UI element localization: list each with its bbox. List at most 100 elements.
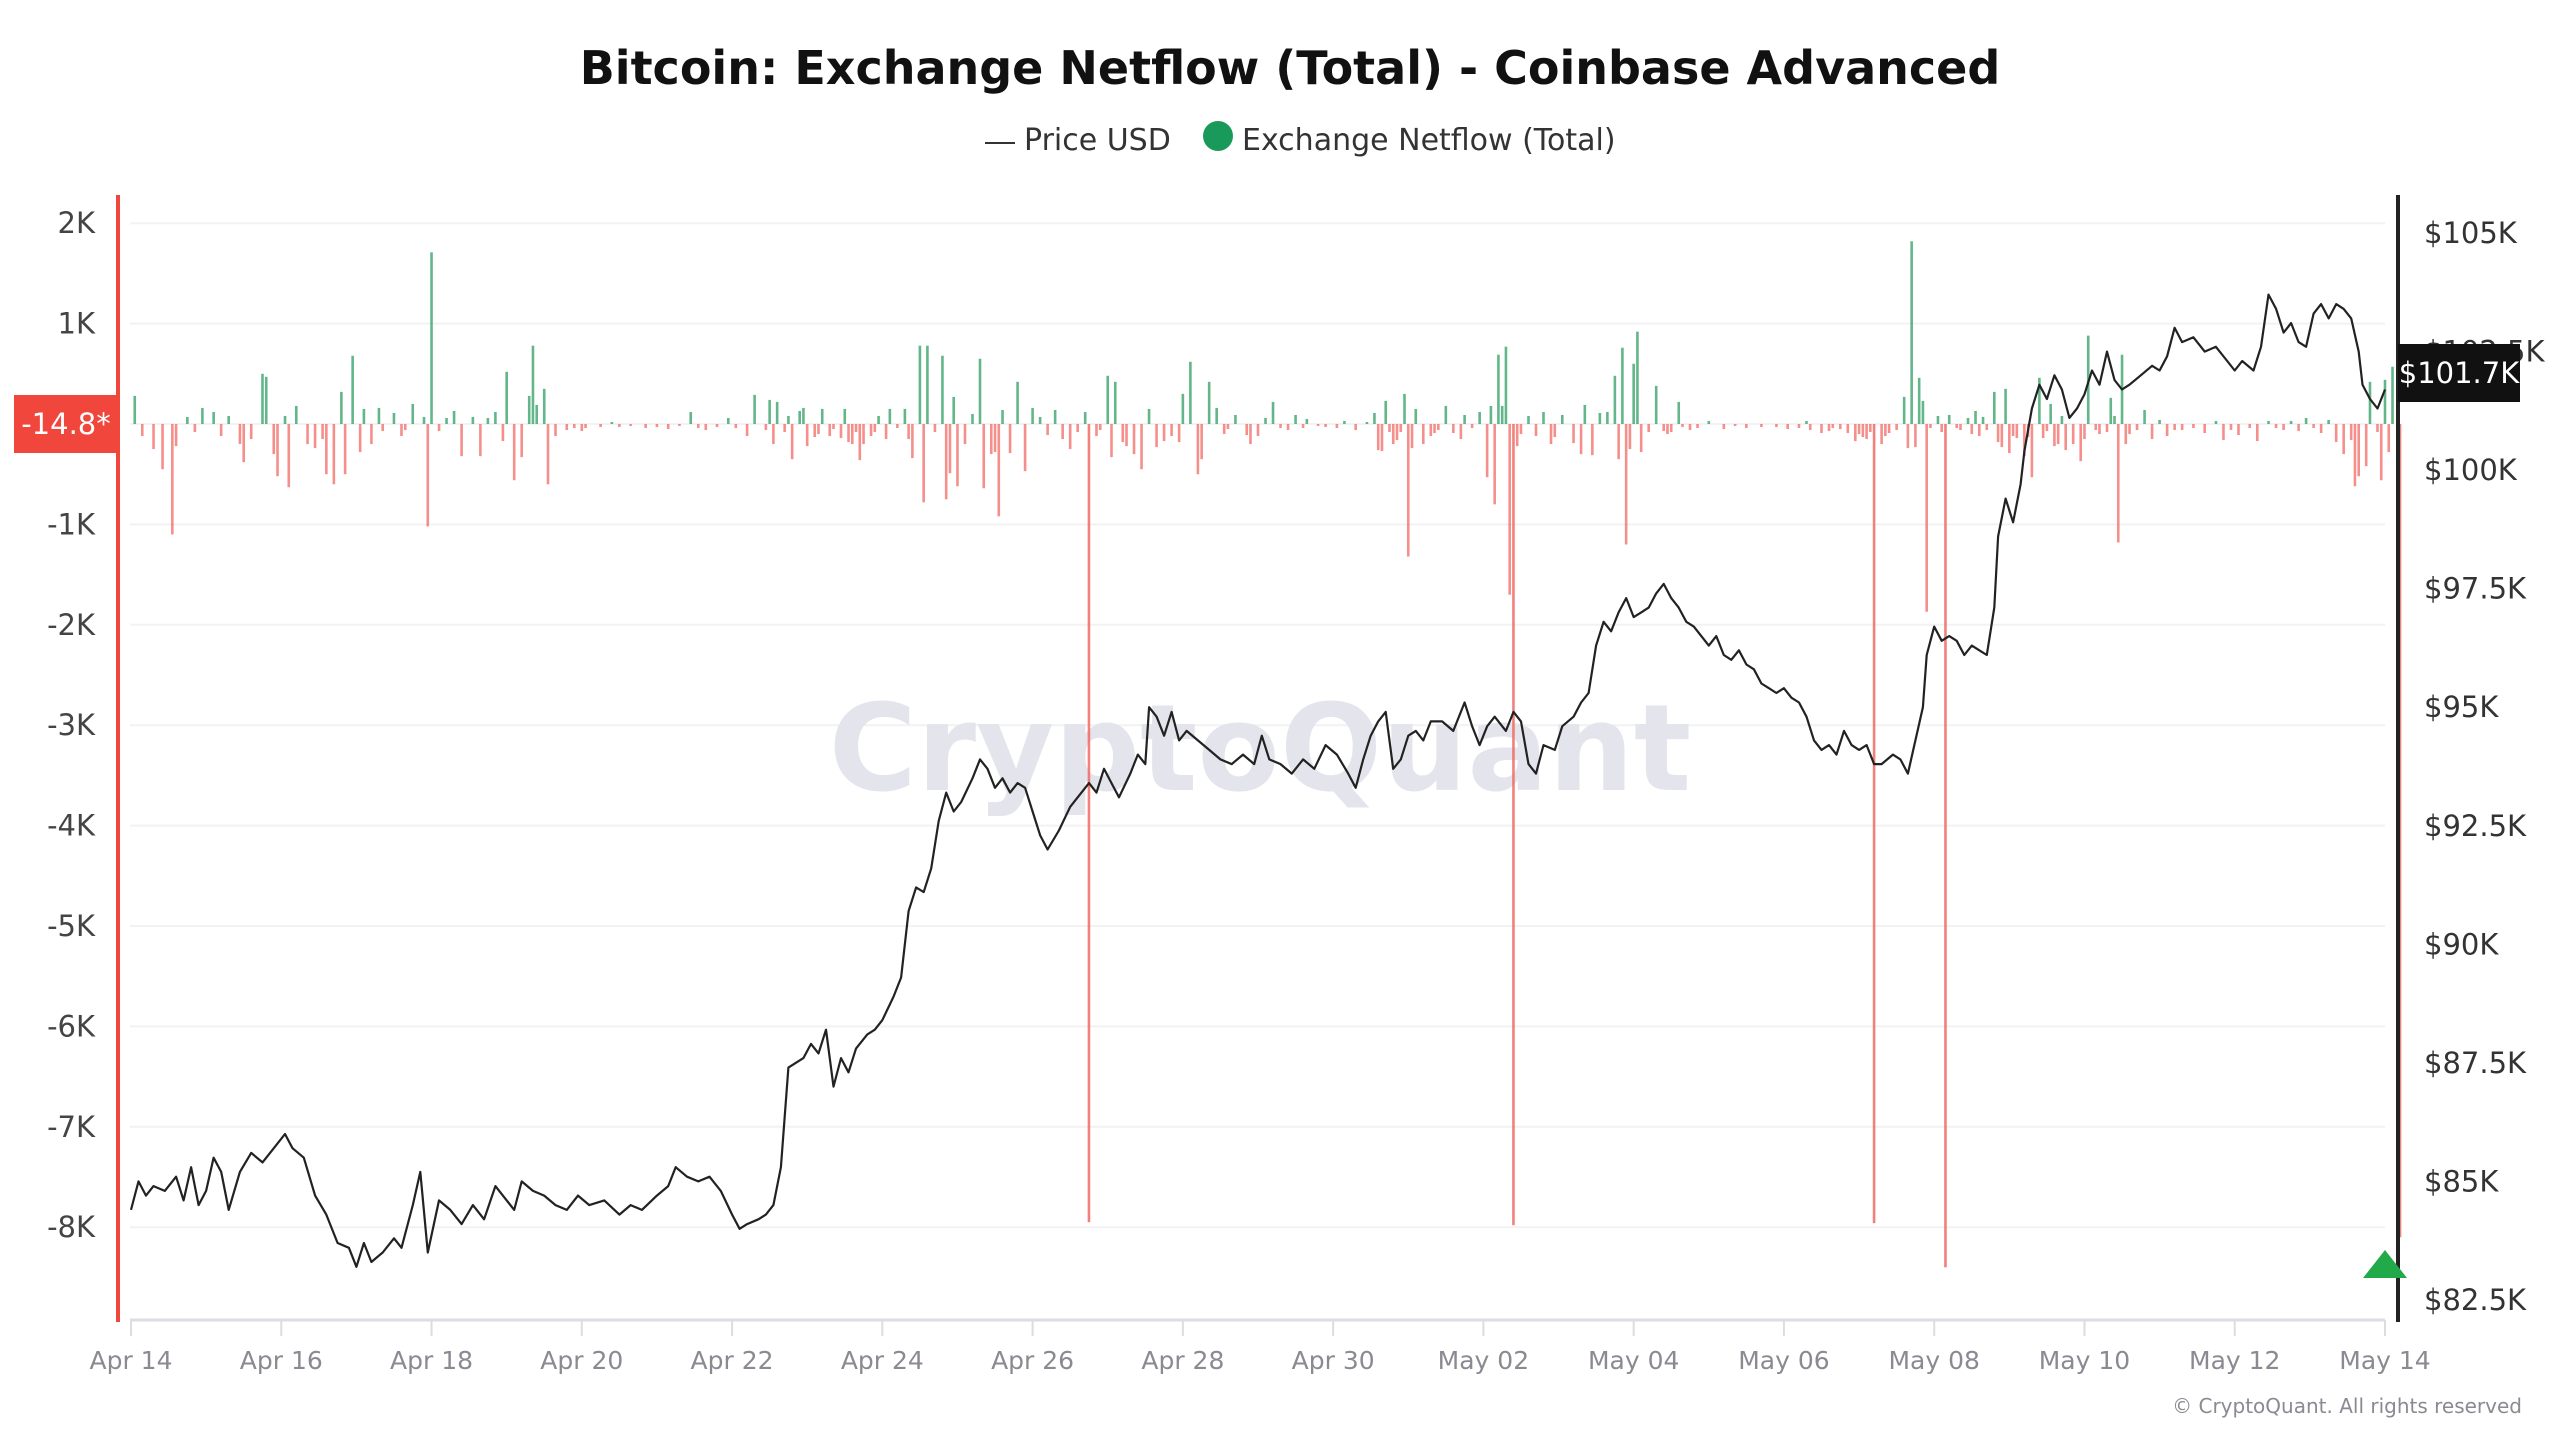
netflow-bar [2297, 424, 2300, 432]
netflow-bar [1053, 409, 1057, 424]
netflow-current-value: -14.8* [21, 407, 111, 441]
netflow-bar [2023, 424, 2026, 457]
netflow-bar [2116, 424, 2120, 543]
netflow-bar [1572, 424, 1575, 444]
netflow-bar [1553, 424, 1557, 438]
netflow-bar [294, 405, 298, 424]
netflow-bar [952, 396, 956, 424]
netflow-bar [1016, 381, 1019, 424]
netflow-bar [1470, 424, 1474, 429]
netflow-bar [1808, 424, 1812, 431]
netflow-bar [734, 424, 738, 429]
netflow-bar [832, 424, 835, 430]
netflow-bar [1722, 424, 1726, 430]
netflow-bar [1365, 421, 1369, 424]
netflow-bar [1666, 424, 1669, 435]
netflow-bar [272, 424, 276, 455]
netflow-bar [437, 424, 441, 432]
netflow-bar [1132, 424, 1136, 455]
x-tick-label: Apr 28 [1141, 1346, 1224, 1375]
netflow-bar [1512, 424, 1515, 1226]
netflow-bar [790, 424, 794, 460]
netflow-bar [727, 417, 730, 424]
chart-title: Bitcoin: Exchange Netflow (Total) - Coin… [580, 41, 2001, 95]
netflow-bar [1384, 400, 1388, 424]
netflow-bar [1936, 415, 1940, 424]
netflow-bar [546, 424, 550, 485]
netflow-bar [1234, 414, 1237, 424]
netflow-bar [201, 407, 204, 424]
netflow-bar [430, 252, 433, 424]
netflow-bar [2274, 424, 2278, 429]
netflow-bar [2387, 424, 2391, 453]
netflow-bar [2011, 424, 2015, 437]
netflow-bar [1189, 361, 1192, 424]
legend-item-netflow[interactable]: Exchange Netflow (Total) [1203, 121, 1616, 158]
netflow-bar [1305, 418, 1309, 424]
netflow-bar [452, 410, 456, 424]
netflow-bar [1249, 424, 1252, 445]
netflow-bar [1324, 424, 1327, 428]
watermark: CryptoQuant [829, 680, 1691, 819]
netflow-bar [1076, 424, 1079, 433]
netflow-bar [775, 401, 779, 424]
gridlines [130, 222, 2385, 1229]
netflow-bar [479, 424, 482, 457]
netflow-bar [2049, 403, 2052, 424]
left-tick-label: -6K [47, 1009, 96, 1043]
netflow-bar [1485, 424, 1489, 478]
netflow-bar [381, 424, 384, 432]
netflow-bar [1598, 412, 1602, 424]
netflow-bar [535, 404, 539, 424]
netflow-bar [1294, 414, 1297, 424]
netflow-bar [238, 424, 242, 445]
netflow-bar [813, 424, 817, 438]
netflow-bar [618, 424, 621, 428]
left-tick-label: -4K [47, 809, 96, 843]
netflow-bar [911, 424, 914, 459]
netflow-bar [1222, 424, 1226, 435]
netflow-bar [764, 424, 768, 431]
netflow-bar [2327, 419, 2330, 424]
netflow-bar [1760, 424, 1763, 428]
netflow-bar [798, 410, 801, 424]
netflow-bar [1827, 424, 1831, 432]
netflow-bar [1459, 424, 1463, 440]
netflow-bar [565, 424, 569, 431]
netflow-bar [1583, 404, 1587, 424]
netflow-bar [956, 424, 959, 487]
netflow-bar [2071, 424, 2075, 445]
netflow-bar [2109, 397, 2113, 424]
x-tick-label: Apr 30 [1292, 1346, 1375, 1375]
netflow-bar [2008, 424, 2011, 454]
netflow-bar [1534, 424, 1538, 437]
netflow-bar [422, 416, 426, 424]
netflow-bar [1497, 354, 1500, 424]
netflow-bar [1865, 424, 1868, 440]
netflow-bar [1286, 424, 1290, 431]
netflow-bar [971, 413, 974, 424]
netflow-bar [1677, 401, 1681, 424]
netflow-bar [963, 424, 967, 445]
netflow-bar [1745, 424, 1748, 429]
netflow-bar [512, 424, 516, 481]
netflow-bar [554, 424, 557, 437]
netflow-bar [1669, 424, 1673, 433]
netflow-bar [2113, 415, 2116, 424]
netflow-bar [922, 424, 925, 503]
legend-item-price[interactable]: Price USD [985, 123, 1171, 158]
netflow-bar [219, 424, 223, 437]
netflow-bar [411, 403, 415, 424]
x-tick-label: Apr 26 [991, 1346, 1074, 1375]
netflow-bar [1688, 424, 1692, 431]
netflow-bar [2203, 424, 2206, 434]
netflow-bar [1857, 424, 1861, 435]
netflow-bar [494, 411, 497, 424]
netflow-bar [715, 424, 719, 428]
netflow-bar [1433, 424, 1436, 434]
netflow-bar [1200, 424, 1203, 460]
netflow-bar [1068, 424, 1072, 450]
netflow-bar [1391, 424, 1395, 445]
netflow-bar [820, 408, 824, 424]
netflow-bar [1207, 381, 1211, 424]
